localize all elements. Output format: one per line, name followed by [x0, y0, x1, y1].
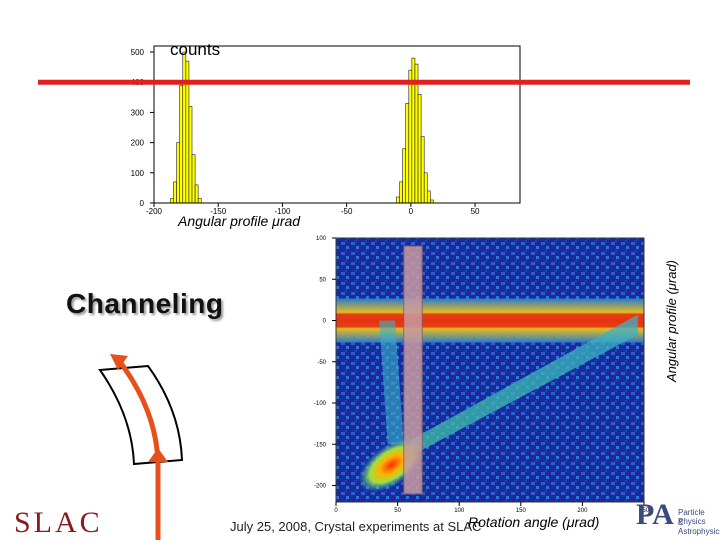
histogram-xlabel: Angular profile μrad	[178, 213, 301, 229]
histogram-bars	[154, 51, 520, 204]
ppa-logo-line2: & Astrophysics	[678, 518, 720, 536]
heatmap-xtick-label: 150	[516, 508, 527, 514]
histogram-title: counts	[170, 40, 221, 59]
histogram-xtick-label: -50	[341, 207, 353, 216]
histogram-ytick-label: 200	[131, 139, 145, 148]
histogram-ytick-label: 100	[131, 169, 145, 178]
slac-logo: SLAC	[14, 506, 103, 539]
heatmap-ytick-label: -150	[314, 442, 327, 448]
histogram-xtick-label: -150	[210, 207, 227, 216]
channeling-arrow-head	[110, 354, 128, 370]
heatmap-frame	[335, 237, 645, 503]
scan-highlight-band	[403, 245, 423, 495]
crystal-outline	[98, 364, 184, 466]
heatmap-ytick-label: -200	[314, 484, 327, 490]
ppa-logo-line1: Particle Physics	[678, 508, 706, 526]
histogram-xtick-label: 0	[409, 207, 414, 216]
channel-stripe	[379, 320, 404, 445]
heatmap-ylabel: Angular profile (μrad)	[664, 259, 679, 382]
heatmap-ytick-label: 0	[323, 319, 327, 325]
heatmap-ticks: 0 50 100 150 200 250 100 50 0 -50 -100 -150 -200	[314, 236, 650, 514]
ppa-logo-mark: PA	[636, 498, 674, 531]
footer-text: July 25, 2008, Crystal experiments at SL…	[230, 519, 482, 534]
histogram-xtick-label: -200	[146, 207, 163, 216]
heatmap-ytick-label: 50	[319, 277, 326, 283]
heatmap-xtick-label: 50	[394, 508, 401, 514]
histogram-ytick-label: 0	[140, 199, 145, 208]
heatmap-xlabel: Rotation angle (μrad)	[468, 514, 600, 530]
histogram-axes	[153, 45, 521, 204]
heatmap-xtick-label: 100	[454, 508, 465, 514]
entry-arrow-head	[148, 448, 168, 462]
volume-reflection-stripe	[409, 314, 638, 457]
heatmap-ytick-label: -100	[314, 401, 327, 407]
heatmap-ytick-label: -50	[317, 360, 326, 366]
slide-title: Channeling	[66, 288, 224, 319]
heatmap-xtick-label: 250	[639, 508, 650, 514]
bent-crystal-diagram	[98, 354, 184, 540]
heatmap-ytick-label: 100	[316, 236, 327, 242]
ppa-logo: PA Particle Physics & Astrophysics	[636, 498, 720, 538]
heatmap-xtick-label: 200	[577, 508, 588, 514]
histogram-xtick-label: -100	[274, 207, 291, 216]
histogram-ytick-label: 300	[131, 108, 145, 117]
heatmap-xtick-label: 0	[334, 508, 338, 514]
histogram-ytick-label: 500	[131, 48, 145, 57]
histogram-xtick-label: 50	[471, 207, 480, 216]
histogram-frame	[153, 45, 521, 204]
heatmap-plot-area	[335, 237, 645, 503]
